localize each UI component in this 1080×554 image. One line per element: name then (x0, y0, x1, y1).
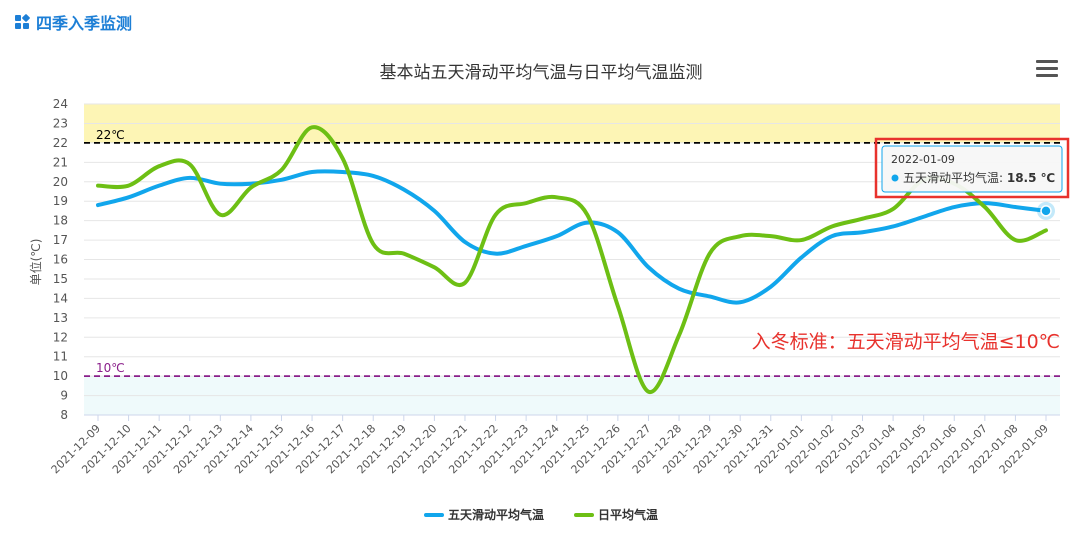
y-tick-label: 17 (53, 233, 68, 247)
hover-point[interactable] (1040, 205, 1052, 217)
data-point[interactable] (705, 249, 715, 259)
hamburger-menu-icon[interactable] (1036, 60, 1058, 78)
data-point[interactable] (307, 167, 317, 177)
data-point[interactable] (124, 192, 134, 202)
data-point[interactable] (368, 239, 378, 249)
y-tick-label: 15 (53, 272, 68, 286)
data-point[interactable] (93, 181, 103, 191)
y-tick-label: 18 (53, 214, 68, 228)
tooltip-series-name: 五天滑动平均气温: 18.5 ℃ (903, 170, 1055, 185)
data-point[interactable] (429, 206, 439, 216)
data-point[interactable] (735, 231, 745, 241)
data-point[interactable] (185, 173, 195, 183)
data-point[interactable] (949, 202, 959, 212)
data-point[interactable] (613, 227, 623, 237)
data-point[interactable] (491, 210, 501, 220)
data-point[interactable] (154, 161, 164, 171)
annotation-text: 入冬标准：五天滑动平均气温≤10℃ (752, 331, 1060, 353)
data-point[interactable] (643, 262, 653, 272)
data-point[interactable] (491, 249, 501, 259)
y-axis-label: 单位(℃) (28, 239, 43, 286)
data-point[interactable] (552, 231, 562, 241)
data-point[interactable] (888, 204, 898, 214)
data-point[interactable] (521, 198, 531, 208)
data-point[interactable] (582, 210, 592, 220)
data-point[interactable] (124, 181, 134, 191)
data-point[interactable] (858, 227, 868, 237)
data-point[interactable] (368, 171, 378, 181)
data-point[interactable] (215, 210, 225, 220)
data-point[interactable] (796, 253, 806, 263)
data-point[interactable] (674, 284, 684, 294)
data-point[interactable] (93, 200, 103, 210)
data-point[interactable] (674, 330, 684, 340)
tooltip-highlight-frame (874, 137, 1070, 199)
data-point[interactable] (154, 181, 164, 191)
data-point[interactable] (1010, 202, 1020, 212)
data-point[interactable] (399, 185, 409, 195)
panel-title: 四季入季监测 (36, 14, 133, 33)
data-point[interactable] (827, 231, 837, 241)
data-point[interactable] (399, 249, 409, 259)
series-line-1[interactable] (96, 125, 1048, 394)
y-tick-label: 24 (53, 97, 68, 111)
data-point[interactable] (521, 241, 531, 251)
data-point[interactable] (338, 153, 348, 163)
y-tick-label: 11 (53, 350, 68, 364)
y-tick-label: 10 (53, 369, 68, 383)
chart-title: 基本站五天滑动平均气温与日平均气温监测 (380, 63, 703, 83)
panel-header: 四季入季监测 (14, 10, 132, 34)
data-point[interactable] (643, 387, 653, 397)
data-point[interactable] (1041, 225, 1051, 235)
data-point[interactable] (215, 179, 225, 189)
data-point[interactable] (766, 282, 776, 292)
legend-item-1[interactable]: 日平均气温 (598, 507, 658, 522)
y-tick-label: 9 (60, 389, 68, 403)
data-point[interactable] (307, 122, 317, 132)
y-tick-label: 16 (53, 253, 68, 267)
y-tick-label: 8 (60, 408, 68, 422)
data-point[interactable] (613, 301, 623, 311)
y-tick-label: 19 (53, 194, 68, 208)
series-line-0[interactable] (96, 169, 1048, 305)
data-point[interactable] (185, 159, 195, 169)
y-tick-label: 12 (53, 330, 68, 344)
data-point[interactable] (796, 235, 806, 245)
data-point[interactable] (276, 175, 286, 185)
legend-item-0[interactable]: 五天滑动平均气温 (448, 507, 544, 522)
y-tick-label: 14 (53, 291, 68, 305)
y-tick-label: 23 (53, 116, 68, 130)
y-tick-label: 22 (53, 136, 68, 150)
data-point[interactable] (552, 192, 562, 202)
y-tick-label: 20 (53, 175, 68, 189)
data-point[interactable] (858, 214, 868, 224)
reference-label-0: 22℃ (96, 128, 125, 142)
data-point[interactable] (888, 221, 898, 231)
data-point[interactable] (429, 262, 439, 272)
data-point[interactable] (276, 165, 286, 175)
tooltip (881, 145, 1063, 193)
data-point[interactable] (827, 221, 837, 231)
data-point[interactable] (1010, 235, 1020, 245)
data-point[interactable] (980, 202, 990, 212)
y-tick-label: 21 (53, 155, 68, 169)
tooltip-date: 2022-01-09 (891, 153, 955, 166)
y-tick-label: 13 (53, 311, 68, 325)
reference-label-1: 10℃ (96, 361, 125, 375)
data-point[interactable] (460, 237, 470, 247)
data-point[interactable] (735, 297, 745, 307)
grid-icon (15, 14, 30, 29)
data-point[interactable] (460, 278, 470, 288)
data-point[interactable] (705, 291, 715, 301)
data-point[interactable] (919, 212, 929, 222)
tooltip-value: 18.5 ℃ (1007, 171, 1055, 185)
tooltip-series-marker (891, 174, 899, 182)
data-point[interactable] (246, 183, 256, 193)
data-point[interactable] (766, 231, 776, 241)
